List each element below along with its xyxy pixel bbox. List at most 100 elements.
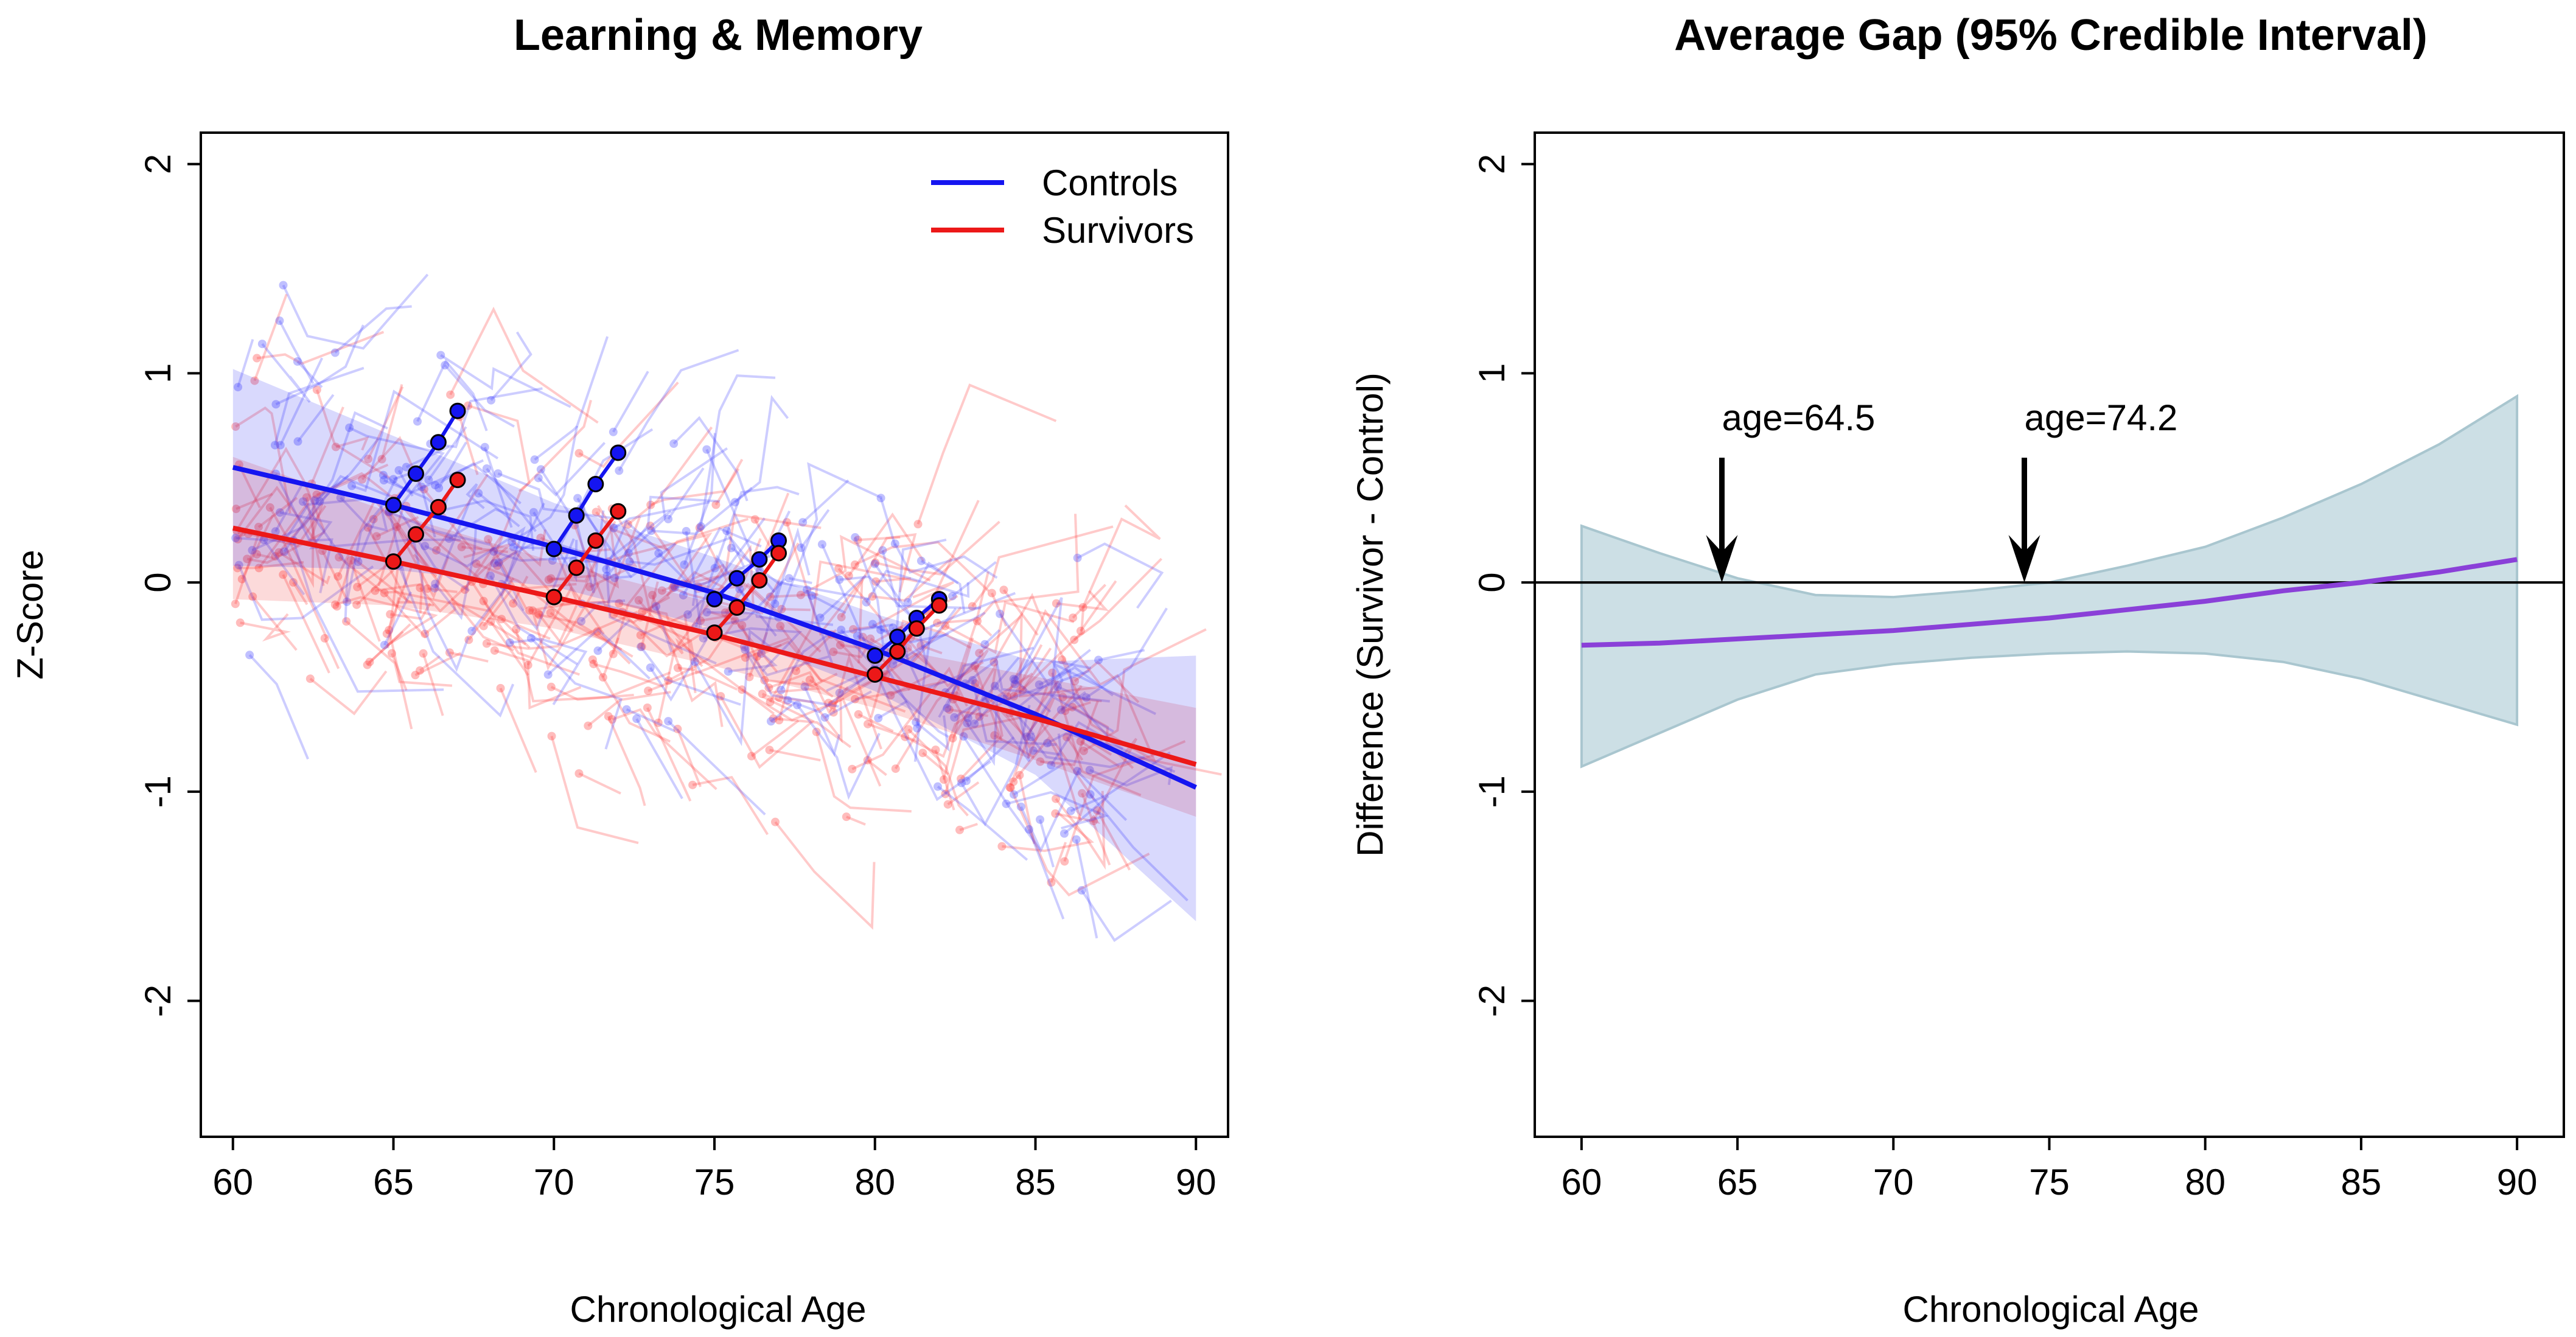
trajectory-point [1016,802,1025,811]
trajectory-point [486,396,495,405]
example-trajectory-point [587,532,604,549]
trajectory-line [613,564,725,624]
trajectory-point [738,621,747,630]
trajectory-line [1073,660,1140,703]
trajectory-line [1021,648,1052,691]
trajectory-line [991,592,1008,627]
trajectory-line [971,680,1057,747]
trajectory-line [867,722,920,743]
trajectory-line [647,670,738,692]
trajectory-point [853,536,862,545]
trajectory-line [458,416,479,475]
trajectory-point [876,494,885,503]
trajectory-line [309,670,388,716]
trajectory-point [716,692,725,701]
trajectory-line [661,570,726,592]
trajectory-point [254,564,264,573]
trajectory-line [248,504,327,547]
trajectory-line [269,463,389,588]
trajectory-line [482,600,580,676]
left-y-tick-label: 2 [138,154,178,174]
trajectory-point [673,724,682,733]
trajectory-point [372,532,381,541]
example-trajectory-point [449,402,466,419]
trajectory-line [801,479,850,523]
trajectory-line [237,339,254,388]
trajectory-line [693,629,775,747]
trajectory-point [271,552,280,561]
trajectory-line [340,497,388,532]
trajectory-point [253,354,262,363]
trajectory-point [431,579,440,588]
trajectory-line [800,534,931,596]
trajectory-point [837,613,846,622]
trajectory-point [320,634,329,643]
trajectory-point [891,764,900,773]
trajectory-line [296,394,335,442]
trajectory-line [618,349,739,472]
trajectory-line [380,384,403,460]
example-trajectory-point [385,553,402,570]
trajectory-point [584,721,593,730]
trajectory-point [710,564,719,573]
trajectory-line [779,625,823,683]
trajectory-point [652,602,661,611]
trajectory-line [1019,767,1081,854]
trajectory-point [490,646,499,655]
trajectory-point [624,548,633,557]
trajectory-point [775,693,784,702]
trajectory-point [536,533,545,542]
trajectory-point [1073,553,1082,562]
trajectory-point [1059,829,1069,838]
right-y-tick-label: 0 [1471,572,1512,592]
example-trajectory-point [449,472,466,489]
average-gap-panel: Average Gap (95% Credible Interval) Chro… [1350,11,2565,1330]
trajectory-point [696,522,705,531]
trajectory-point [231,504,240,514]
trajectory-point [1048,668,1057,677]
trajectory-point [1028,746,1038,755]
trajectory-point [546,608,555,617]
trajectory-line [235,406,291,514]
trajectory-point [957,774,966,783]
trajectory-point [486,571,495,581]
example-trajectory-line [552,510,620,598]
trajectory-point [858,632,867,641]
trajectory-point [817,540,826,549]
trajectory-point [530,455,539,464]
trajectory-point [484,535,493,544]
trajectory-line [1040,700,1099,766]
trajectory-point [233,564,242,573]
trajectory-line [1096,809,1131,871]
trajectory-line [551,520,616,583]
trajectory-line [973,665,1003,741]
trajectory-point [615,466,624,475]
trajectory-line [537,610,638,646]
trajectory-line [894,649,989,770]
trajectory-point [643,703,652,712]
trajectory-line [683,433,716,565]
trajectory-line [993,593,1070,668]
trajectory-line [500,618,531,649]
trajectory-point [534,473,543,483]
trajectory-line [375,572,424,614]
trajectory-point [644,686,653,696]
trajectory-point [886,691,895,700]
trajectory-point [237,574,246,584]
trajectory-point [972,616,982,626]
trajectory-point [913,520,923,529]
trajectory-line [1028,829,1065,920]
trajectory-line [435,473,489,551]
trajectory-line [892,612,986,665]
trajectory-line [345,620,453,687]
trajectory-point [315,497,324,506]
trajectory-point [604,712,613,721]
trajectory-point [387,649,396,658]
trajectory-line [482,399,592,585]
example-trajectory-point [610,444,627,461]
trajectory-line [651,486,753,536]
trajectory-line [952,699,971,727]
trajectory-point [933,782,942,791]
trajectory-point [760,675,769,685]
trajectory-line [1050,842,1067,883]
